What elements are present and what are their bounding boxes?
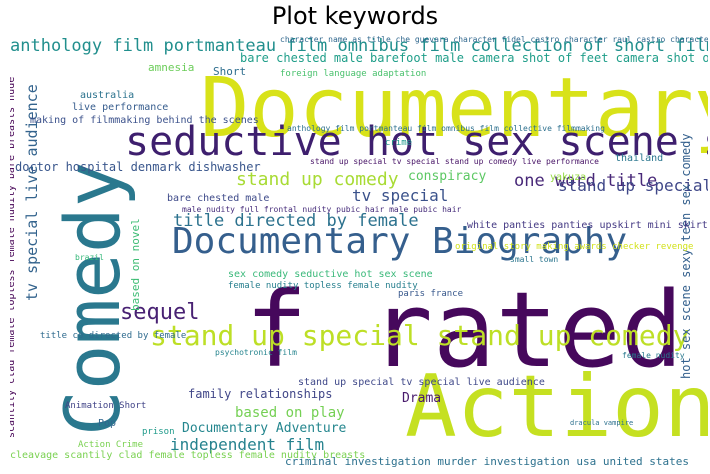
word-cloud-term: character name as title che guevara char… bbox=[280, 36, 708, 44]
word-cloud-term: bare chested male bbox=[167, 193, 270, 204]
word-cloud-term: based on novel bbox=[129, 218, 142, 311]
word-cloud-term: stand up special tv special live audienc… bbox=[298, 377, 545, 388]
word-cloud-term: Documentary Biography bbox=[172, 221, 628, 262]
word-cloud-term: brazil bbox=[75, 253, 104, 262]
word-cloud-term: criminal investigation murder investigat… bbox=[285, 455, 689, 468]
word-cloud-term: prison bbox=[142, 427, 175, 437]
word-cloud-term: stand up special bbox=[558, 176, 708, 195]
word-cloud-term: stand up special tv special stand up com… bbox=[310, 157, 599, 166]
word-cloud-term: tv special bbox=[352, 186, 449, 205]
word-cloud-term: Pop bbox=[98, 418, 117, 429]
word-cloud-term: dracula vampire bbox=[570, 419, 634, 427]
word-cloud-term: Drama bbox=[402, 391, 442, 406]
word-cloud-term: cleavage scantily clad female topless fe… bbox=[10, 450, 366, 461]
word-cloud-term: paris france bbox=[398, 289, 464, 299]
word-cloud-term: based on play bbox=[235, 405, 345, 421]
word-cloud-term: bare chested male barefoot male camera s… bbox=[240, 51, 708, 65]
word-cloud-term: Action bbox=[405, 357, 708, 457]
word-cloud-term: family relationships bbox=[188, 387, 333, 401]
word-cloud-term: Action Crime bbox=[78, 440, 144, 450]
word-cloud-term: title directed by female bbox=[173, 211, 419, 231]
word-cloud-term: anthology film portmanteau film omnibus … bbox=[10, 36, 708, 56]
word-cloud-term: thailand bbox=[615, 153, 664, 164]
word-cloud-term: scantily clad female topless female nudi… bbox=[10, 76, 17, 438]
word-cloud-term: female nudity topless female nudity bbox=[228, 281, 418, 291]
word-cloud-term: conspiracy bbox=[408, 169, 487, 184]
word-cloud-term: hot sex scene sexy teen sex comedy bbox=[679, 133, 693, 379]
word-cloud-term: psychotronic film bbox=[215, 348, 297, 357]
word-cloud-term: stand up special stand up comedy bbox=[150, 319, 690, 352]
word-cloud-term: Comedy bbox=[48, 161, 137, 436]
word-cloud-term: anthology film portmanteau film omnibus … bbox=[287, 124, 605, 133]
word-cloud-term: independent film bbox=[170, 435, 325, 454]
word-cloud-term: doctor hospital denmark dishwasher bbox=[15, 160, 261, 174]
word-cloud-term: male nudity full frontal nudity pubic ha… bbox=[182, 205, 462, 214]
word-cloud-term: live performance bbox=[72, 102, 169, 113]
word-cloud-term: Documentary Adventure bbox=[182, 421, 347, 436]
word-cloud-term: Short bbox=[213, 65, 247, 78]
word-cloud-term: one word title bbox=[514, 171, 658, 191]
word-cloud-term: Animation Short bbox=[65, 401, 147, 411]
word-cloud-term: original story making awards checker rev… bbox=[455, 242, 694, 252]
word-cloud-term: small town bbox=[510, 255, 559, 264]
word-cloud-term: stand up comedy bbox=[236, 169, 399, 190]
word-cloud-term: australia bbox=[80, 90, 135, 101]
word-cloud-term: amnesia bbox=[148, 61, 195, 74]
word-cloud-term: foreign language adaptation bbox=[280, 69, 427, 79]
word-cloud-term: f rated bbox=[245, 269, 684, 391]
word-cloud-term: crime bbox=[385, 138, 413, 148]
word-cloud-term: seductive hot sex scene sexy bbox=[125, 119, 708, 165]
word-cloud-term: sex comedy seductive hot sex scene bbox=[228, 269, 433, 280]
word-cloud-term: yakuza bbox=[550, 172, 587, 183]
chart-title: Plot keywords bbox=[271, 2, 439, 30]
word-cloud-term: sequel bbox=[120, 300, 200, 325]
word-cloud-term: title co directed by female bbox=[40, 331, 187, 341]
word-cloud: f rated Documentary Action Comedy seductive … bbox=[10, 36, 708, 474]
word-cloud-term: Documentary bbox=[200, 61, 708, 156]
word-cloud-term: making of filmmaking behind the scenes bbox=[30, 115, 259, 126]
word-cloud-term: white panties panties upskirt mini skirt bbox=[467, 220, 708, 231]
word-cloud-term: female nudity bbox=[622, 351, 685, 360]
